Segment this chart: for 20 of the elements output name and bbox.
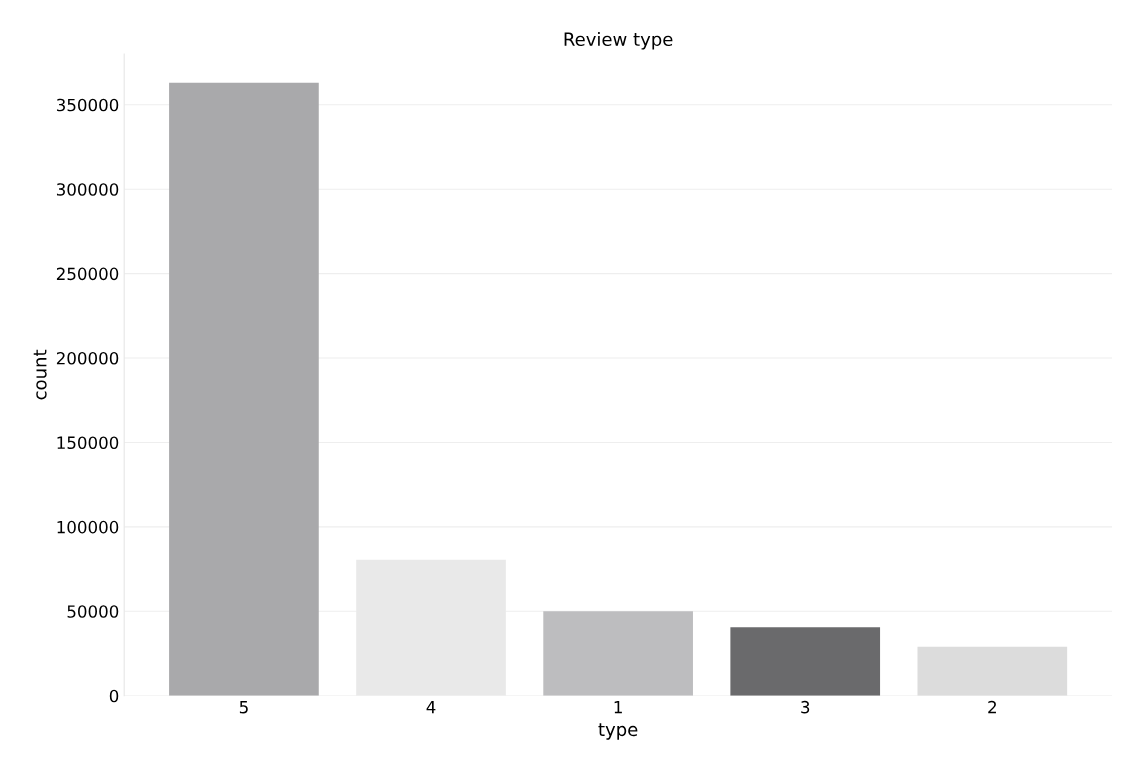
x-tick-label: 1	[614, 701, 622, 714]
y-tick-label: 0	[109, 689, 119, 703]
x-tick-label: 2	[988, 700, 996, 714]
bar	[543, 611, 693, 696]
x-axis-title: type	[598, 723, 638, 740]
x-tick-label: 3	[801, 700, 810, 714]
bar	[730, 627, 881, 696]
y-tick-label: 200000	[56, 351, 119, 365]
bar	[169, 82, 319, 696]
x-tick-label: 5	[239, 701, 248, 714]
y-tick-label: 100000	[57, 520, 119, 534]
x-tick-label: 4	[426, 701, 436, 714]
y-tick-label: 300000	[56, 183, 119, 196]
y-tick-label: 50000	[67, 605, 119, 618]
y-tick-label: 350000	[56, 98, 119, 112]
bar	[917, 646, 1068, 696]
y-tick-label: 150000	[57, 436, 119, 450]
y-tick-label: 250000	[56, 267, 119, 281]
y-axis-title: count	[33, 349, 47, 400]
chart-title: Review type	[564, 32, 673, 50]
